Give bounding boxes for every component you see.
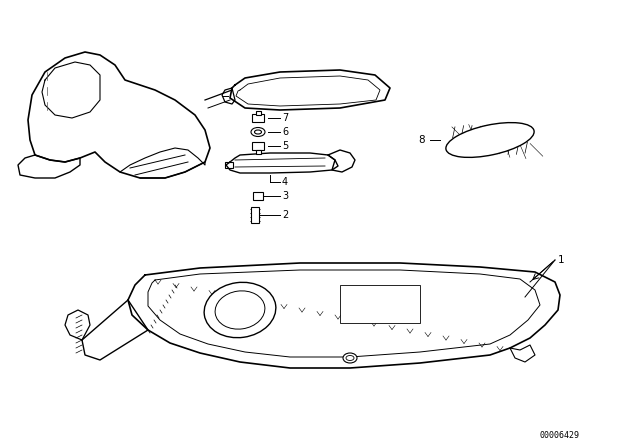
Text: 5: 5 bbox=[282, 141, 288, 151]
Ellipse shape bbox=[255, 130, 262, 134]
Ellipse shape bbox=[204, 282, 276, 338]
Ellipse shape bbox=[446, 123, 534, 157]
Text: 7: 7 bbox=[282, 113, 288, 123]
Bar bbox=[256, 150, 261, 154]
Text: 00006429: 00006429 bbox=[540, 431, 580, 439]
Text: 8: 8 bbox=[419, 135, 425, 145]
Text: 2: 2 bbox=[282, 210, 288, 220]
Bar bbox=[252, 142, 264, 150]
Text: 3: 3 bbox=[282, 191, 288, 201]
Ellipse shape bbox=[251, 128, 265, 137]
Bar bbox=[252, 114, 264, 122]
Ellipse shape bbox=[346, 356, 354, 361]
Text: 4: 4 bbox=[282, 177, 288, 187]
Ellipse shape bbox=[343, 353, 357, 363]
Ellipse shape bbox=[215, 291, 265, 329]
Text: 6: 6 bbox=[282, 127, 288, 137]
Bar bbox=[225, 162, 233, 168]
Bar bbox=[256, 111, 261, 115]
Bar bbox=[340, 285, 420, 323]
Text: 1: 1 bbox=[558, 255, 564, 265]
Bar bbox=[253, 192, 263, 200]
Bar bbox=[251, 207, 259, 223]
